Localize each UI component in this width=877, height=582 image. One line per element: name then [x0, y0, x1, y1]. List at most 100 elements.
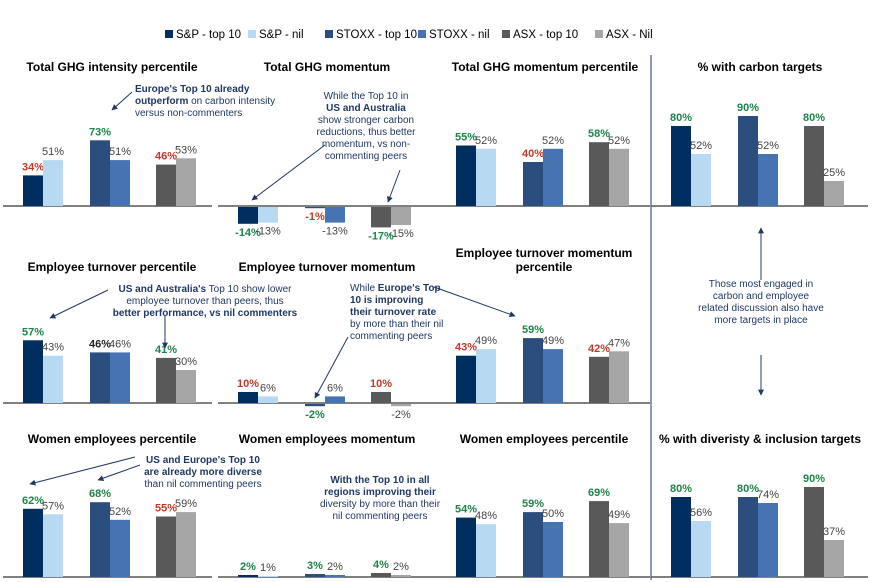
legend-item-asx_nil: ASX - Nil — [595, 29, 653, 41]
bar-sp-nil — [258, 207, 278, 223]
bar-sp-nil — [43, 160, 63, 206]
chart-title: Employee turnover percentile — [28, 260, 197, 274]
data-label: 52% — [475, 135, 497, 147]
bar-sp-top10 — [23, 340, 43, 403]
data-label: 50% — [542, 508, 564, 520]
bar-asx-top10 — [156, 357, 176, 403]
annotation-ann_turnover: US and Australia's Top 10 show lower empl… — [113, 284, 298, 319]
data-label: 53% — [175, 144, 197, 156]
bar-stoxx-top10 — [523, 162, 543, 206]
bar-sp-nil — [691, 521, 711, 577]
bar-asx-nil — [176, 512, 196, 577]
annotation-ann_diverse: US and Europe's Top 10 are already more d… — [144, 455, 262, 490]
bar-stoxx-nil — [110, 519, 130, 577]
data-label: 73% — [89, 126, 111, 138]
chart-women_momentum: Women employees momentum 2% 1% 3% 2% 4% 2% — [218, 432, 437, 578]
data-label: 37% — [823, 526, 845, 538]
bar-stoxx-nil — [543, 349, 563, 403]
bar-sp-nil — [476, 148, 496, 206]
data-label: 52% — [109, 506, 131, 518]
data-label: -13% — [255, 226, 281, 238]
bar-stoxx-top10 — [738, 497, 758, 577]
data-label: 74% — [757, 489, 779, 501]
data-label: 57% — [42, 500, 64, 512]
data-label: -17% — [368, 230, 394, 242]
chart-title: % with diveristy & inclusion targets — [659, 432, 861, 446]
bar-stoxx-nil — [758, 154, 778, 206]
data-label: 80% — [670, 112, 692, 124]
chart-ghg_momentum: Total GHG momentum-14%-13%-1%-13% -17%-15… — [218, 60, 437, 242]
data-label: 52% — [757, 140, 779, 152]
bar-sp-top10 — [238, 392, 258, 403]
legend-label: ASX - Nil — [606, 29, 653, 41]
annotation-ann_us_aus_momentum: While the Top 10 in US and Australia show … — [317, 91, 417, 162]
data-label: 46% — [89, 338, 111, 350]
bar-sp-top10 — [671, 126, 691, 206]
data-label: 90% — [737, 102, 759, 114]
data-label: 90% — [803, 473, 825, 485]
data-label: 6% — [327, 382, 343, 394]
data-label: 25% — [823, 167, 845, 179]
annotation-ann_europe_ghg: Europe's Top 10 already outperform on car… — [135, 84, 275, 119]
legend-item-stoxx_top10: STOXX - top 10 — [325, 29, 417, 41]
annotation-arrows — [29, 91, 764, 486]
bar-asx-nil — [609, 351, 629, 403]
data-label: 59% — [522, 498, 544, 510]
bar-stoxx-top10 — [305, 574, 325, 577]
bar-stoxx-nil — [110, 352, 130, 403]
data-label: 56% — [690, 507, 712, 519]
bar-sp-nil — [258, 396, 278, 403]
data-label: 49% — [542, 335, 564, 347]
legend-swatch — [595, 30, 603, 38]
data-label: 80% — [737, 483, 759, 495]
chart-title: Total GHG momentum percentile — [452, 60, 639, 74]
bar-sp-top10 — [456, 355, 476, 403]
charts: Total GHG intensity percentile 34% 51% 73% 5… — [3, 60, 868, 578]
bar-stoxx-nil — [325, 396, 345, 403]
data-label: 4% — [373, 559, 389, 571]
annotation-arrow — [111, 91, 133, 111]
bar-sp-top10 — [456, 145, 476, 206]
chart-title: Women employees percentile — [28, 432, 197, 446]
bar-asx-nil — [176, 158, 196, 206]
annotation-arrow — [251, 144, 326, 201]
data-label: 30% — [175, 356, 197, 368]
data-label: 51% — [109, 146, 131, 158]
data-label: 1% — [260, 562, 276, 574]
bar-sp-nil — [476, 349, 496, 403]
data-label: -1% — [305, 211, 325, 223]
data-label: 42% — [588, 343, 610, 355]
data-label: 3% — [307, 560, 323, 572]
data-label: 55% — [155, 503, 177, 515]
data-label: 80% — [670, 483, 692, 495]
legend-swatch — [325, 30, 333, 38]
chart-ghg_momentum_pct: Total GHG momentum percentile55%52%40%52… — [436, 60, 650, 207]
data-label: 41% — [155, 344, 177, 356]
bar-stoxx-top10 — [90, 140, 110, 206]
data-label: 49% — [608, 509, 630, 521]
annotation-arrow — [314, 336, 349, 399]
chart-title: Employee turnover momentum — [239, 260, 416, 274]
data-label: -15% — [388, 228, 414, 240]
bar-stoxx-nil — [325, 207, 345, 223]
data-label: 80% — [803, 112, 825, 124]
data-label: 59% — [175, 498, 197, 510]
legend-swatch — [418, 30, 426, 38]
bar-asx-top10 — [371, 392, 391, 403]
annotations: Europe's Top 10 already outperform on car… — [113, 84, 825, 522]
legend-label: STOXX - nil — [429, 29, 490, 41]
data-label: 2% — [393, 561, 409, 573]
annotation-arrow — [29, 456, 136, 486]
bar-asx-top10 — [589, 501, 609, 577]
bar-asx-top10 — [371, 207, 391, 228]
bar-sp-top10 — [456, 517, 476, 577]
bar-sp-top10 — [238, 207, 258, 224]
data-label: 10% — [237, 378, 259, 390]
data-label: 68% — [89, 488, 111, 500]
data-label: -13% — [322, 226, 348, 238]
bar-stoxx-top10 — [305, 207, 325, 209]
bar-stoxx-top10 — [738, 116, 758, 206]
legend-item-sp_top10: S&P - top 10 — [165, 29, 241, 41]
annotation-ann_europe_turnover: While Europe's Top 10 is improving their t… — [350, 283, 443, 342]
